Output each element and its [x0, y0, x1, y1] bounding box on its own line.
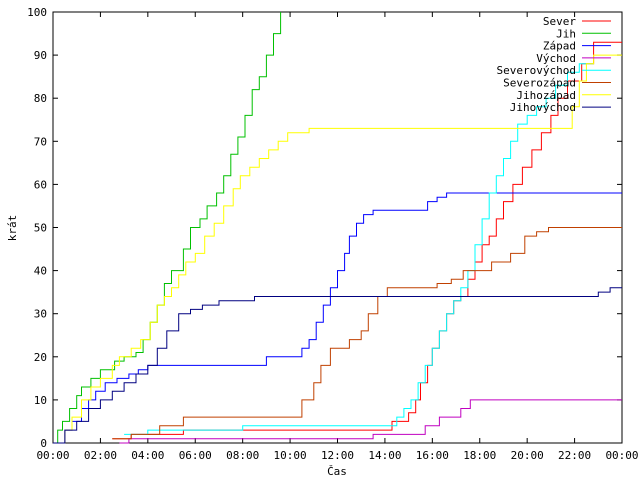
y-tick-label: 0 — [40, 437, 47, 450]
x-tick-label: 02:00 — [84, 449, 117, 462]
y-tick-label: 40 — [34, 265, 47, 278]
x-tick-label: 10:00 — [274, 449, 307, 462]
x-tick-label: 22:00 — [558, 449, 591, 462]
axis-ticks: 0 10 20 30 40 50 60 70 80 90 100 00:00 02:00 04:00 06:… — [27, 6, 638, 462]
series-line-sever — [112, 41, 622, 440]
y-tick-label: 100 — [27, 6, 47, 19]
y-tick-label: 70 — [34, 135, 47, 148]
x-tick-label: 06:00 — [179, 449, 212, 462]
y-tick-label: 80 — [34, 92, 47, 105]
legend-label: Sever — [543, 15, 576, 28]
series-line-jih — [53, 12, 282, 444]
y-tick-label: 60 — [34, 178, 47, 191]
legend-label: Severovýchod — [497, 64, 576, 77]
series-line-východ — [119, 399, 622, 444]
x-tick-label: 16:00 — [416, 449, 449, 462]
series-line-západ — [53, 192, 622, 444]
y-tick-label: 50 — [34, 222, 47, 235]
y-tick-label: 30 — [34, 308, 47, 321]
series-line-severovýchod — [124, 63, 594, 435]
y-tick-label: 20 — [34, 351, 47, 364]
y-axis-label: krát — [6, 215, 19, 242]
y-tick-label: 90 — [34, 49, 47, 62]
x-tick-label: 20:00 — [511, 449, 544, 462]
x-tick-label: 14:00 — [368, 449, 401, 462]
x-tick-label: 12:00 — [321, 449, 354, 462]
legend-label: Jih — [556, 27, 576, 40]
legend-label: Západ — [543, 40, 576, 53]
x-tick-label: 00:00 — [36, 449, 69, 462]
x-axis-label: Čas — [327, 465, 347, 478]
x-tick-label: 18:00 — [463, 449, 496, 462]
x-tick-label: 08:00 — [226, 449, 259, 462]
series-lines — [53, 12, 622, 444]
legend-label: Jihovýchod — [510, 101, 576, 114]
y-tick-label: 10 — [34, 394, 47, 407]
series-line-jihovýchod — [53, 287, 622, 444]
x-tick-label: 00:00 — [605, 449, 638, 462]
legend: SeverJihZápadVýchodSeverovýchodSeverozáp… — [497, 15, 611, 114]
series-line-jihozápad — [53, 54, 622, 444]
legend-label: Jihozápad — [516, 89, 576, 102]
x-tick-label: 04:00 — [131, 449, 164, 462]
legend-label: Severozápad — [503, 77, 576, 90]
series-line-severozápad — [112, 227, 622, 440]
legend-label: Východ — [536, 52, 576, 65]
